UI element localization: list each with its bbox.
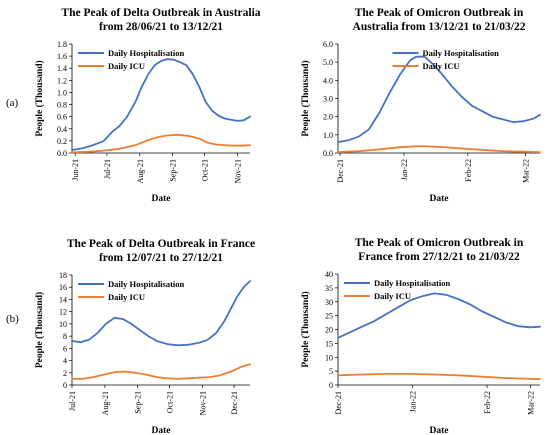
- y-tick-label: 2.0: [323, 113, 333, 122]
- chart-panel-3: The Peak of Delta Outbreak in France from…: [34, 238, 255, 435]
- series-line-2: [337, 145, 541, 154]
- x-tick-label: Sep-21: [169, 159, 178, 182]
- chart-title-line: from 28/06/21 to 13/12/21: [99, 21, 223, 33]
- series-line-1: [337, 292, 541, 339]
- chart-title-line: The Peak of Omicron Outbreak in: [355, 237, 524, 249]
- y-tick-label: 1.8: [57, 40, 67, 49]
- y-tick-label: 30: [325, 298, 333, 307]
- y-tick-label: 25: [325, 312, 333, 321]
- legend-label-1: Daily Hospitalisation: [374, 278, 451, 288]
- y-tick-label: 4: [63, 357, 67, 366]
- y-tick-label: 0.4: [57, 125, 67, 134]
- legend-label-2: Daily ICU: [374, 291, 411, 301]
- x-tick-label: Jul-21: [103, 159, 112, 179]
- chart-panel-2: The Peak of Omicron Outbreak in Australia…: [300, 7, 541, 204]
- y-tick-label: 35: [325, 284, 333, 293]
- y-tick-label: 0.0: [57, 149, 67, 158]
- y-tick-label: 15: [325, 339, 333, 348]
- x-tick-label: Jun-21: [71, 159, 80, 181]
- y-tick-label: 16: [59, 283, 67, 292]
- legend-label-2: Daily ICU: [423, 61, 460, 71]
- chart-title-line: The Peak of Delta Outbreak in Australia: [61, 7, 260, 19]
- legend-label-2: Daily ICU: [108, 61, 145, 71]
- y-tick-label: 20: [325, 326, 333, 335]
- y-tick-label: 1.6: [57, 52, 67, 61]
- y-tick-label: 10: [59, 320, 67, 329]
- chart-panel-1: The Peak of Delta Outbreak in Australia f…: [34, 7, 261, 204]
- x-axis-label: Date: [152, 194, 171, 204]
- y-tick-label: 0: [329, 381, 333, 390]
- y-axis-label: People (Thousand): [34, 60, 45, 136]
- legend-label-2: Daily ICU: [108, 292, 145, 302]
- x-tick-label: Jan-22: [400, 159, 409, 180]
- chart-title-line: The Peak of Delta Outbreak in France: [67, 238, 255, 250]
- y-tick-label: 0.6: [57, 113, 67, 122]
- y-tick-label: 8: [63, 332, 67, 341]
- x-tick-label: Nov-21: [198, 391, 207, 415]
- x-axis-label: Date: [430, 426, 449, 435]
- series-line-2: [71, 133, 251, 154]
- x-axis-label: Date: [152, 426, 171, 435]
- y-axis-label: People (Thousand): [34, 292, 45, 368]
- chart-title-line: from 12/07/21 to 27/12/21: [99, 252, 223, 264]
- y-axis-label: People (Thousand): [300, 60, 311, 136]
- y-tick-label: 18: [59, 271, 67, 280]
- y-tick-label: 1.2: [57, 76, 67, 85]
- x-tick-label: Sep-21: [134, 391, 143, 414]
- y-tick-label: 12: [59, 308, 67, 317]
- series-line-2: [71, 363, 251, 380]
- legend-label-1: Daily Hospitalisation: [108, 279, 185, 289]
- y-tick-label: 0.8: [57, 101, 67, 110]
- x-tick-label: Dec-21: [334, 391, 343, 415]
- series-line-2: [337, 372, 541, 381]
- chart-title-line: The Peak of Omicron Outbreak in: [355, 7, 524, 19]
- legend-label-1: Daily Hospitalisation: [108, 48, 185, 58]
- series-line-1: [71, 280, 251, 347]
- y-tick-label: 6: [63, 344, 67, 353]
- y-tick-label: 0.0: [323, 149, 333, 158]
- series-line-1: [71, 58, 251, 151]
- chart-panel-4: The Peak of Omicron Outbreak in France fr…: [300, 237, 541, 435]
- y-tick-label: 0.2: [57, 137, 67, 146]
- x-tick-label: Mar-22: [522, 159, 531, 183]
- y-tick-label: 4.0: [323, 76, 333, 85]
- x-tick-label: Jan-22: [409, 391, 418, 412]
- x-tick-label: Feb-22: [464, 159, 473, 182]
- x-tick-label: Oct-21: [200, 159, 209, 181]
- y-tick-label: 2: [63, 369, 67, 378]
- chart-title-line: France from 27/12/21 to 21/03/22: [358, 251, 520, 263]
- row-label-a: (a): [6, 97, 19, 109]
- y-tick-label: 5: [329, 367, 333, 376]
- x-tick-label: Dec-21: [230, 391, 239, 415]
- y-tick-label: 1.0: [57, 88, 67, 97]
- x-tick-label: Oct-21: [165, 391, 174, 413]
- x-tick-label: Aug-21: [136, 159, 145, 183]
- x-tick-label: Aug-21: [101, 391, 110, 415]
- x-tick-label: Nov-21: [233, 159, 242, 183]
- y-axis-label: People (Thousand): [300, 291, 311, 367]
- series-line-1: [337, 55, 541, 144]
- y-tick-label: 40: [325, 270, 333, 279]
- y-tick-label: 14: [59, 295, 67, 304]
- x-tick-label: Jul-21: [68, 391, 77, 411]
- chart-title-line: Australia from 13/12/21 to 21/03/22: [353, 21, 526, 33]
- y-tick-label: 0: [63, 381, 67, 390]
- y-tick-label: 5.0: [323, 58, 333, 67]
- y-tick-label: 6.0: [323, 40, 333, 49]
- x-tick-label: Dec-21: [336, 159, 345, 183]
- x-axis-label: Date: [430, 194, 449, 204]
- y-tick-label: 3.0: [323, 95, 333, 104]
- legend-label-1: Daily Hospitalisation: [423, 48, 500, 58]
- row-label-b: (b): [6, 313, 19, 325]
- x-tick-label: Feb-22: [483, 391, 492, 414]
- y-tick-label: 10: [325, 353, 333, 362]
- x-tick-label: Mar-22: [526, 391, 535, 415]
- y-tick-label: 1.0: [323, 131, 333, 140]
- y-tick-label: 1.4: [57, 64, 67, 73]
